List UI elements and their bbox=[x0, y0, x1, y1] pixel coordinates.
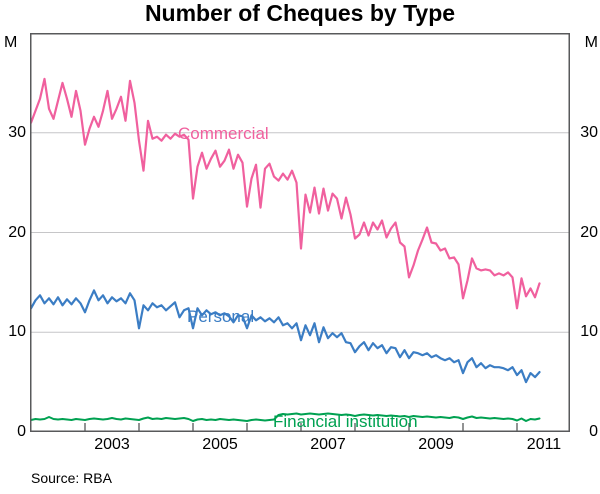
y-tick-label-right: 0 bbox=[589, 423, 598, 440]
y-tick-label-left: 10 bbox=[8, 323, 26, 341]
y-tick-label-left: 20 bbox=[8, 223, 26, 241]
series-label-financial-institution: Financial institution bbox=[273, 412, 418, 431]
y-tick-label-left: 0 bbox=[17, 423, 26, 440]
plot-area: Commercial Personal Financial institutio… bbox=[30, 33, 570, 432]
x-tick-label: 2009 bbox=[418, 436, 454, 453]
series-line-0 bbox=[30, 77, 541, 310]
chart-title: Number of Cheques by Type bbox=[144, 0, 456, 26]
x-tick-label: 2011 bbox=[526, 436, 562, 453]
y-tick-label-left: 30 bbox=[8, 123, 26, 141]
x-tick-label: 2005 bbox=[202, 436, 238, 453]
source-note: Source: RBA bbox=[31, 470, 112, 486]
x-tick-label: 2007 bbox=[310, 436, 346, 453]
x-tick-label: 2003 bbox=[94, 436, 130, 453]
series-line-2 bbox=[30, 412, 541, 422]
y-tick-label-right: 30 bbox=[580, 123, 598, 141]
y-axis-unit-right: M bbox=[584, 34, 598, 51]
series-line-1 bbox=[30, 289, 541, 384]
plot-frame bbox=[30, 33, 570, 432]
y-tick-label-right: 20 bbox=[580, 223, 598, 241]
series-label-commercial: Commercial bbox=[178, 124, 269, 143]
series-label-personal: Personal bbox=[187, 307, 255, 326]
plot-svg bbox=[30, 33, 570, 432]
y-tick-label-right: 10 bbox=[580, 323, 598, 341]
y-axis-unit-left: M bbox=[4, 34, 18, 51]
